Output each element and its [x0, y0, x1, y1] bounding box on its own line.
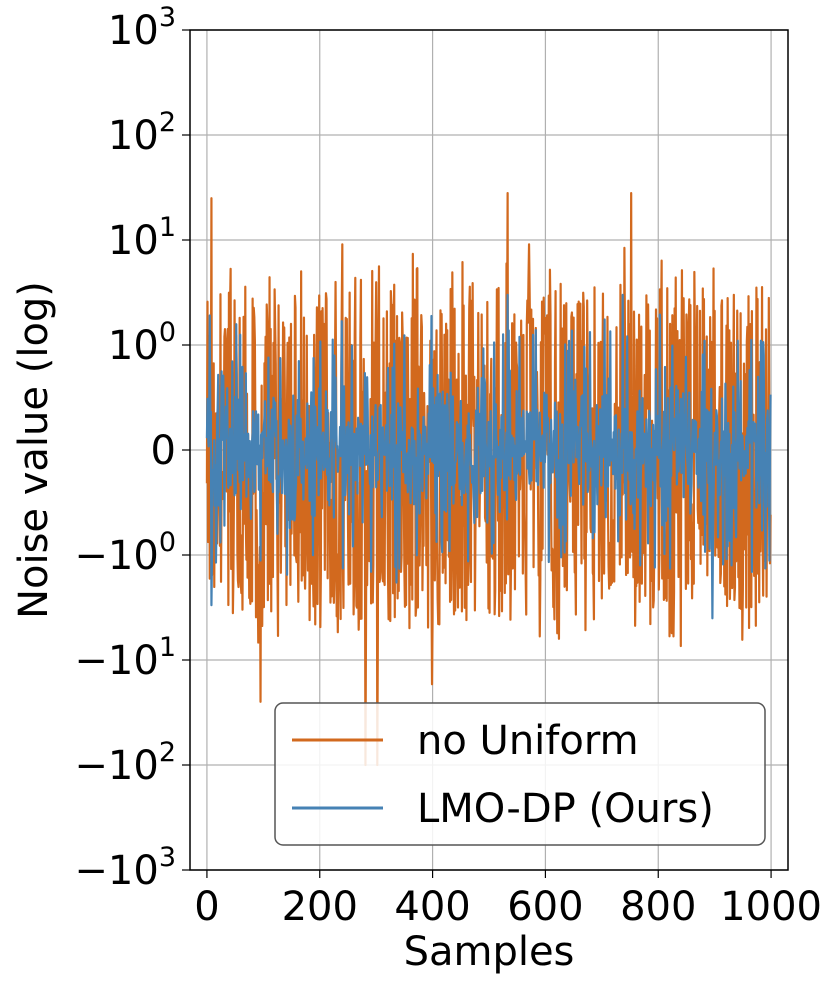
x-axis: 0 200 400 600 800 1000	[194, 870, 822, 930]
legend-label-no-uniform: no Uniform	[417, 718, 639, 764]
y-tick-label: −100	[74, 527, 176, 579]
y-tick-label: 102	[108, 107, 176, 159]
x-tick-label: 600	[507, 884, 583, 930]
y-tick-exponent: 1	[159, 632, 176, 663]
y-tick-exponent: 2	[159, 737, 176, 768]
x-axis-title: Samples	[404, 929, 575, 975]
y-tick-label: −101	[74, 632, 176, 684]
y-tick-base: −10	[74, 638, 158, 684]
y-tick-base: 0	[151, 428, 176, 474]
x-tick-label: 200	[282, 884, 358, 930]
y-tick-exponent: 3	[159, 842, 176, 873]
series-layer	[205, 191, 772, 767]
y-tick-exponent: 1	[159, 212, 176, 243]
x-tick-label: 400	[394, 884, 470, 930]
y-tick-base: 10	[108, 113, 159, 159]
x-tick-label: 0	[194, 884, 219, 930]
y-tick-label: 103	[108, 2, 176, 54]
series-line-lmo-dp	[205, 293, 772, 620]
x-tick-label: 800	[620, 884, 696, 930]
legend: no Uniform LMO-DP (Ours)	[274, 702, 766, 846]
legend-box	[274, 702, 766, 846]
y-tick-exponent: 3	[159, 2, 176, 33]
y-tick-exponent: 0	[159, 527, 176, 558]
y-tick-label: −103	[74, 842, 176, 894]
y-tick-exponent: 2	[159, 107, 176, 138]
legend-label-lmo-dp: LMO-DP (Ours)	[417, 786, 714, 832]
y-tick-base: −10	[74, 848, 158, 894]
y-tick-label: 0	[151, 428, 176, 474]
y-tick-label: −102	[74, 737, 176, 789]
y-tick-label: 101	[108, 212, 176, 264]
y-tick-label: 100	[108, 317, 176, 369]
y-tick-exponent: 0	[159, 317, 176, 348]
y-axis-title: Noise value (log)	[11, 281, 57, 619]
y-tick-base: 10	[108, 323, 159, 369]
y-tick-base: −10	[74, 743, 158, 789]
y-tick-base: −10	[74, 533, 158, 579]
y-tick-base: 10	[108, 8, 159, 54]
y-tick-base: 10	[108, 218, 159, 264]
x-tick-label: 1000	[720, 884, 822, 930]
